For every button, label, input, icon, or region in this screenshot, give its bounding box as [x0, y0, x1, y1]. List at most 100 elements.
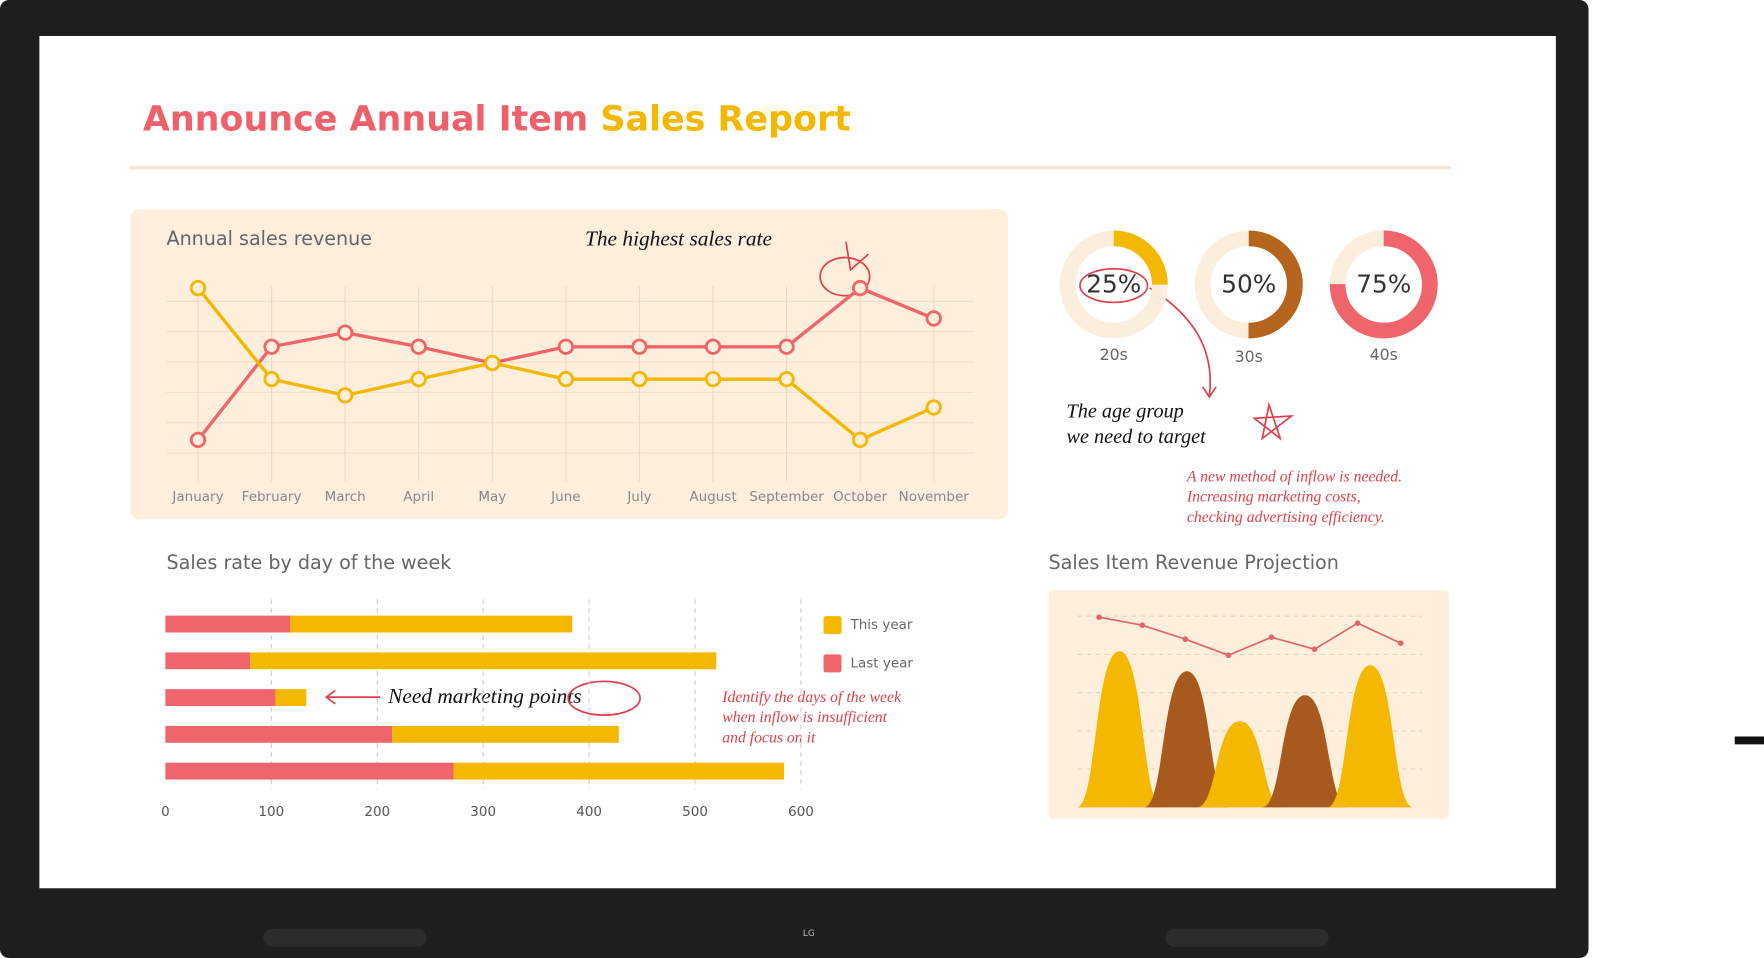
trend-point	[1268, 634, 1275, 641]
bar	[453, 762, 785, 780]
legend-label: Last year	[851, 655, 914, 671]
x-tick-label: August	[689, 489, 736, 505]
brand: LG	[803, 929, 815, 939]
bar	[250, 652, 717, 670]
annotation: The age group	[1067, 400, 1184, 422]
chart-title: Sales Item Revenue Projection	[1049, 551, 1339, 574]
speaker	[1165, 928, 1329, 947]
bar	[275, 689, 307, 707]
point	[925, 310, 942, 327]
trend-point	[1225, 652, 1232, 659]
x-tick-label: 100	[258, 804, 284, 820]
point	[263, 371, 280, 388]
point	[410, 371, 427, 388]
trend-point	[1397, 640, 1404, 647]
arrow	[324, 689, 381, 705]
category-label: 40s	[1370, 345, 1398, 364]
trend-point	[1311, 646, 1318, 653]
point	[704, 371, 722, 388]
annotation: checking advertising efficiency.	[1187, 509, 1385, 526]
annotation: Need marketing points	[387, 684, 581, 708]
x-tick-label: October	[833, 489, 887, 505]
x-tick-label: May	[478, 489, 506, 505]
bar	[165, 689, 276, 707]
annotation: we need to target	[1067, 426, 1208, 448]
annotation: A new method of inflow is needed.	[1186, 468, 1402, 485]
annotation: Identify the days of the week	[721, 689, 902, 706]
bar	[392, 725, 619, 743]
hump	[1144, 671, 1230, 808]
cable	[1734, 736, 1764, 745]
legend-swatch	[823, 616, 842, 635]
point	[852, 279, 869, 297]
annotation: and focus on it	[722, 729, 816, 746]
chart-title: Sales rate by day of the week	[167, 551, 453, 574]
point	[852, 431, 869, 449]
star	[1252, 401, 1295, 441]
point	[410, 338, 427, 355]
x-tick-label: 500	[682, 804, 708, 820]
hump	[1262, 695, 1348, 808]
hump	[1197, 721, 1283, 808]
category-label: 20s	[1100, 345, 1128, 364]
x-tick-label: September	[749, 489, 824, 505]
title: Announce Annual Item	[143, 99, 588, 139]
trend-line	[1098, 616, 1402, 657]
point	[189, 279, 207, 297]
annotation: The highest sales rate	[585, 227, 772, 251]
x-tick-label: March	[325, 489, 366, 505]
x-tick-label: 300	[470, 804, 496, 820]
chart-title: Annual sales revenue	[167, 227, 373, 250]
point	[336, 387, 354, 404]
legend-swatch	[823, 654, 842, 673]
hump	[1327, 665, 1413, 808]
point	[484, 354, 501, 372]
donut-arc	[1059, 230, 1168, 339]
check-mark	[845, 241, 870, 272]
x-tick-label: 0	[161, 804, 170, 820]
page-title: Announce Annual Item Sales Report	[143, 99, 851, 139]
x-tick-label: February	[242, 489, 302, 505]
point	[925, 399, 942, 416]
x-tick-label: 200	[364, 804, 390, 820]
line-panel	[130, 209, 1008, 520]
donut-label: 25%	[1086, 270, 1141, 299]
point	[631, 338, 648, 355]
trend-point	[1182, 636, 1189, 643]
point	[631, 371, 648, 388]
speaker	[263, 928, 427, 947]
bar	[165, 725, 393, 743]
point	[704, 338, 722, 355]
x-tick-label: January	[171, 489, 223, 505]
trend-point	[1354, 620, 1361, 627]
point	[557, 338, 575, 355]
x-tick-label: April	[403, 489, 434, 505]
category-label: 30s	[1235, 347, 1263, 366]
trend-point	[1139, 622, 1146, 629]
donut-label: 75%	[1356, 270, 1411, 299]
circle-mark	[567, 680, 641, 716]
circle-mark	[1079, 267, 1149, 304]
bar	[290, 615, 573, 633]
bar	[165, 762, 454, 780]
point	[557, 371, 575, 388]
bar	[165, 615, 291, 633]
legend-label: This year	[849, 617, 912, 633]
title-highlight: Sales Report	[600, 99, 850, 139]
trend-point	[1096, 614, 1102, 621]
hump	[1076, 651, 1163, 808]
x-tick-label: 400	[576, 804, 602, 820]
annotation: when inflow is insufficient	[722, 709, 887, 726]
point	[263, 338, 280, 355]
point	[189, 431, 207, 449]
donut-arc	[1194, 230, 1303, 339]
x-tick-label: June	[550, 489, 580, 505]
circle-mark	[819, 256, 871, 297]
point	[778, 371, 795, 388]
annotation: Increasing marketing costs,	[1186, 489, 1361, 506]
donut-label: 50%	[1221, 270, 1276, 299]
point	[778, 338, 795, 355]
donut-arc	[1329, 230, 1438, 339]
x-tick-label: July	[626, 489, 651, 505]
